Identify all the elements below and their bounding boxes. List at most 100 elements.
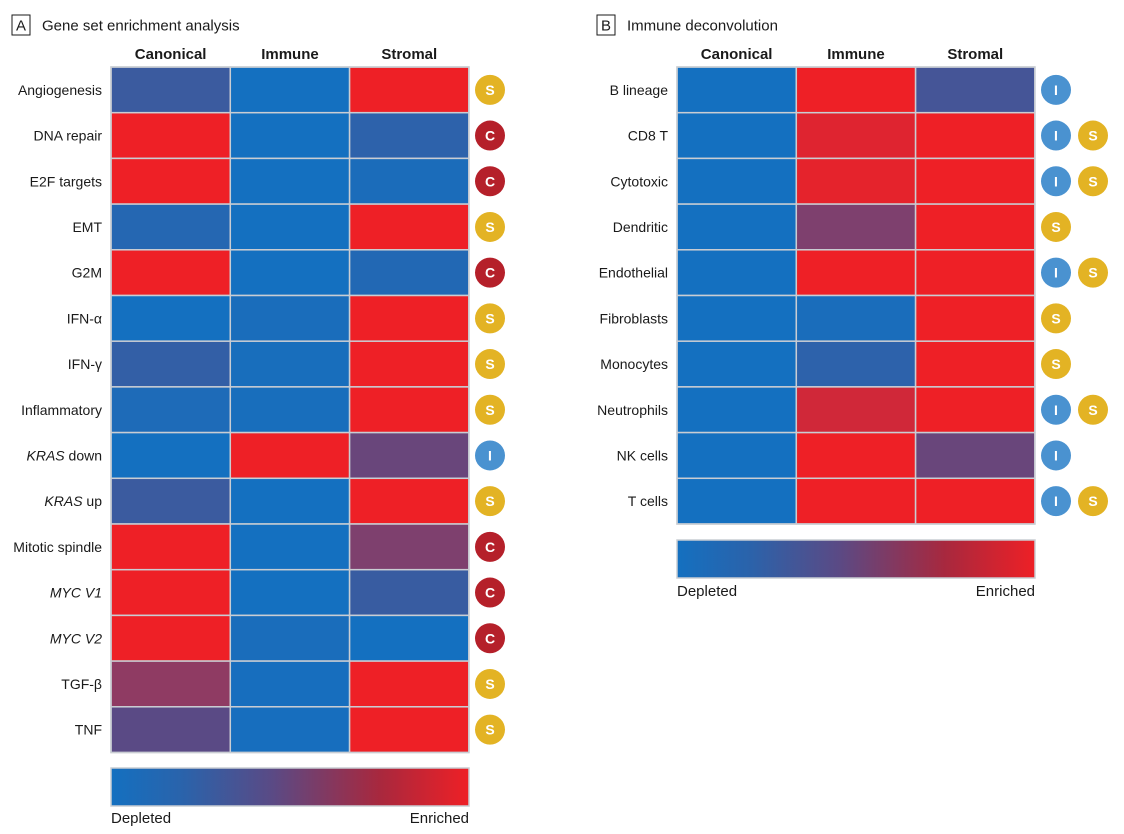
badge-stromal-letter: S	[1051, 356, 1060, 372]
badge-immune-circle	[1041, 486, 1071, 517]
badge-stromal-letter: S	[1088, 173, 1097, 189]
heatmap-cell	[229, 568, 351, 617]
badge-canonical-circle	[475, 166, 505, 197]
heatmap-cell	[110, 568, 232, 617]
heatmap-cell	[110, 294, 232, 342]
heatmap-cell	[110, 340, 232, 388]
badge-stromal-letter: S	[485, 722, 494, 738]
badge-stromal-circle	[1041, 211, 1071, 242]
panel-letter-box	[11, 14, 31, 36]
heatmap-cell	[110, 66, 232, 114]
heatmap-cell	[676, 477, 798, 525]
legend-low-label: Depleted	[111, 810, 171, 827]
row-label: CD8 T	[628, 128, 669, 144]
heatmap-frame	[110, 66, 470, 754]
heatmap-cell	[676, 203, 798, 251]
heatmap-cell	[110, 431, 232, 480]
badge-canonical-letter: C	[485, 630, 495, 646]
heatmap-cell	[914, 294, 1036, 342]
heatmap-cell	[676, 66, 798, 114]
heatmap-cell	[110, 386, 232, 434]
heatmap-cell	[348, 66, 470, 114]
badge-stromal-circle	[1078, 486, 1108, 517]
badge-stromal-circle	[475, 714, 505, 745]
badge-stromal-letter: S	[485, 402, 494, 418]
badge-stromal-circle	[1078, 166, 1108, 197]
heatmap-cell	[914, 157, 1036, 205]
column-label-canonical: Canonical	[135, 46, 207, 63]
row-label: IFN-γ	[68, 356, 102, 372]
heatmap-cell	[676, 111, 798, 160]
heatmap-cell	[795, 249, 917, 297]
panel-immune-deconvolution: B Immune deconvolution Canonical Immune St…	[596, 14, 1108, 600]
row-label: E2F targets	[30, 173, 102, 189]
colorbar	[110, 767, 470, 807]
column-label-stromal: Stromal	[947, 46, 1003, 63]
badge-immune-letter: I	[1054, 447, 1058, 463]
badge-stromal-letter: S	[485, 82, 494, 98]
heatmap-cell	[229, 249, 351, 297]
row-label: G2M	[72, 265, 102, 281]
heatmap-cell	[348, 431, 470, 480]
heatmap-cell	[229, 66, 351, 114]
panel-letter: A	[16, 18, 26, 35]
colorbar	[676, 539, 1036, 579]
row-label: MYC V1	[50, 585, 102, 601]
badge-stromal-circle	[475, 303, 505, 334]
heatmap-cell	[914, 431, 1036, 480]
badge-stromal-circle	[475, 211, 505, 242]
badge-immune-circle	[1041, 257, 1071, 288]
colorbar-legend: Depleted Enriched	[676, 539, 1036, 600]
heatmap-cell	[348, 340, 470, 388]
badge-immune-circle	[1041, 74, 1071, 105]
legend-low-label: Depleted	[677, 583, 737, 600]
heatmap-cell	[110, 614, 232, 662]
legend-high-label: Enriched	[410, 810, 469, 827]
badge-stromal-letter: S	[1088, 128, 1097, 144]
heatmap-cell	[676, 386, 798, 434]
heatmap-cell	[229, 157, 351, 205]
badge-canonical-circle	[475, 531, 505, 562]
heatmap-cell	[676, 157, 798, 205]
badge-immune-letter: I	[1054, 402, 1058, 418]
badge-stromal-circle	[475, 486, 505, 517]
row-label: TNF	[75, 722, 102, 738]
heatmap-cell	[676, 249, 798, 297]
heatmap-frame	[676, 66, 1036, 525]
badge-stromal-circle	[475, 668, 505, 699]
heatmap-cell	[229, 614, 351, 662]
heatmap-cell	[229, 477, 351, 525]
badge-immune-circle	[475, 440, 505, 471]
heatmap-cell	[795, 294, 917, 342]
panel-letter: B	[601, 18, 611, 35]
row-label: Dendritic	[613, 219, 668, 235]
badge-stromal-circle	[1078, 120, 1108, 151]
row-label: KRAS down	[27, 447, 102, 463]
row-label: MYC V2	[50, 630, 102, 646]
column-label-immune: Immune	[827, 46, 885, 63]
badge-canonical-circle	[475, 623, 505, 654]
heatmap-cell	[914, 249, 1036, 297]
row-label: IFN-α	[67, 310, 102, 326]
heatmap-cell	[348, 249, 470, 297]
heatmap-cell	[914, 66, 1036, 114]
heatmap-cell	[348, 386, 470, 434]
badge-stromal-circle	[475, 349, 505, 380]
heatmap-cell	[110, 706, 232, 754]
heatmap-cell	[229, 386, 351, 434]
heatmap-cell	[676, 340, 798, 388]
heatmap-cell	[229, 294, 351, 342]
badge-immune-circle	[1041, 394, 1071, 425]
panel-letter-box	[596, 14, 616, 36]
heatmap-cell	[795, 340, 917, 388]
heatmap-cell	[229, 431, 351, 480]
heatmap-cell	[914, 203, 1036, 251]
badge-canonical-letter: C	[485, 585, 495, 601]
legend-high-label: Enriched	[976, 583, 1035, 600]
column-label-canonical: Canonical	[701, 46, 773, 63]
heatmap-cell	[348, 477, 470, 525]
badge-immune-circle	[1041, 440, 1071, 471]
badge-immune-letter: I	[1054, 493, 1058, 509]
heatmap-cell	[914, 386, 1036, 434]
